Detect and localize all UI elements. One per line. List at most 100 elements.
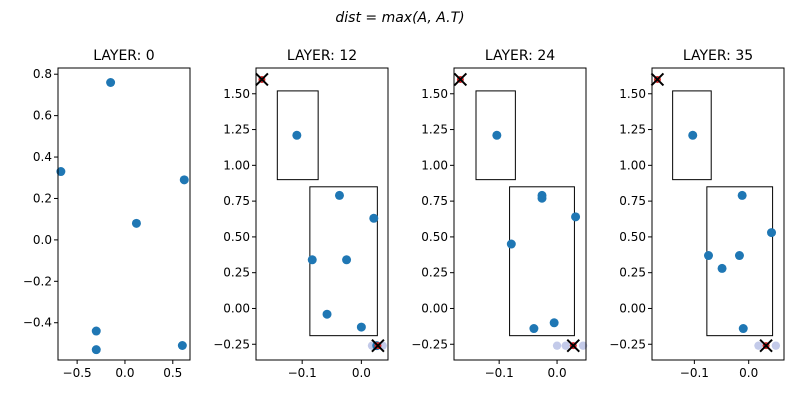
- subplot-title: LAYER: 35: [683, 48, 753, 64]
- data-point: [492, 130, 502, 140]
- data-point: [506, 239, 516, 249]
- subplot-1: LAYER: 0 −0.5 0.0 0.5 −0.4 −0.2 0.0 0.2 0.4 0.6 0.…: [23, 48, 191, 380]
- data-point: [737, 190, 747, 200]
- x-tick-label: 0.0: [548, 366, 567, 380]
- y-tick-label: 1.00: [619, 158, 646, 172]
- y-tick-label: 1.25: [619, 123, 646, 137]
- y-tick-label: 0.00: [619, 301, 646, 315]
- data-point: [356, 322, 366, 332]
- data-point: [571, 212, 581, 222]
- data-point: [549, 318, 559, 328]
- subplots: LAYER: 0 −0.5 0.0 0.5 −0.4 −0.2 0.0 0.2 0.4 0.6 0.…: [23, 48, 785, 380]
- axes-frame: [453, 67, 587, 361]
- y-tick-label: 0.4: [33, 150, 52, 164]
- x-marker-stroke: [371, 338, 385, 353]
- x-marker-stroke: [255, 72, 269, 87]
- data-point: [342, 255, 352, 265]
- cluster-box: [276, 90, 319, 181]
- faint-point: [578, 341, 588, 350]
- y-tick-label: 1.50: [421, 87, 448, 101]
- data-point: [717, 263, 727, 273]
- x-marker: [453, 72, 468, 87]
- data-point: [334, 190, 344, 200]
- subplot-title: LAYER: 12: [287, 48, 357, 64]
- y-tick-label: 0.8: [33, 67, 52, 81]
- x-tick-label: −0.1: [680, 366, 709, 380]
- y-tick-label: −0.25: [213, 337, 250, 351]
- faint-point: [552, 341, 562, 350]
- data-point: [738, 324, 748, 334]
- y-tick-label: 0.6: [33, 109, 52, 123]
- y-tick-label: 0.00: [223, 301, 250, 315]
- data-point: [56, 167, 66, 177]
- y-tick-label: 0.50: [223, 230, 250, 244]
- axes-frame: [651, 67, 785, 361]
- y-tick-label: 1.00: [421, 158, 448, 172]
- x-marker: [759, 338, 773, 353]
- subplot-title: LAYER: 0: [93, 48, 154, 64]
- cluster-box: [672, 90, 712, 181]
- data-point: [734, 251, 744, 261]
- data-point: [688, 130, 698, 140]
- x-marker-stroke: [650, 72, 665, 87]
- y-tick-label: 0.75: [421, 194, 448, 208]
- data-point: [767, 228, 777, 238]
- x-marker-stroke: [453, 72, 468, 87]
- y-tick-label: 0.00: [421, 301, 448, 315]
- y-tick-label: 0.50: [421, 230, 448, 244]
- x-marker-stroke: [566, 338, 580, 353]
- x-tick-label: −0.1: [288, 366, 317, 380]
- y-tick-label: −0.25: [609, 337, 646, 351]
- faint-point: [771, 341, 781, 350]
- x-marker: [566, 338, 580, 353]
- y-tick-label: 0.0: [33, 233, 52, 247]
- y-tick-label: 1.25: [421, 123, 448, 137]
- y-tick-label: 1.00: [223, 158, 250, 172]
- y-tick-label: −0.4: [23, 316, 52, 330]
- data-point: [179, 175, 189, 185]
- cluster-box: [706, 186, 774, 337]
- y-tick-label: 1.50: [619, 87, 646, 101]
- data-point: [106, 77, 116, 87]
- y-tick-label: 1.25: [223, 123, 250, 137]
- y-tick-label: −0.2: [23, 274, 52, 288]
- y-tick-label: 0.75: [223, 194, 250, 208]
- subplot-4: LAYER: 35 −0.1 0.0 −0.25 0.00 0.25 0.50 0.75 1.0…: [609, 48, 785, 380]
- data-point: [91, 345, 101, 355]
- data-point: [307, 255, 317, 265]
- faint-point: [561, 341, 570, 350]
- data-point: [91, 326, 101, 336]
- y-tick-label: 0.25: [619, 266, 646, 280]
- figure-suptitle: dist = max(A, A.T): [335, 10, 464, 26]
- data-point: [369, 213, 379, 223]
- data-point: [529, 324, 539, 334]
- x-tick-label: 0.5: [163, 366, 182, 380]
- x-tick-label: 0.0: [352, 366, 371, 380]
- data-point: [131, 218, 141, 228]
- data-point: [292, 130, 302, 140]
- subplot-3: LAYER: 24 −0.1 0.0 −0.25 0.00 0.25 0.50 0.75 1.0…: [411, 48, 588, 380]
- x-tick-label: 0.0: [739, 366, 758, 380]
- axes-frame: [255, 67, 389, 361]
- y-tick-label: 0.25: [421, 266, 448, 280]
- x-marker: [371, 338, 385, 353]
- y-tick-label: 1.50: [223, 87, 250, 101]
- axes-frame: [57, 67, 191, 361]
- data-point: [703, 251, 713, 261]
- y-tick-label: 0.25: [223, 266, 250, 280]
- x-tick-label: −0.5: [63, 366, 92, 380]
- data-point: [537, 193, 547, 203]
- data-point: [177, 341, 187, 351]
- y-tick-label: 0.75: [619, 194, 646, 208]
- subplot-2: LAYER: 12 −0.1 0.0 −0.25 0.00 0.25 0.50 0.75 1.0…: [213, 48, 389, 380]
- y-tick-label: −0.25: [411, 337, 448, 351]
- subplot-title: LAYER: 24: [485, 48, 555, 64]
- x-tick-label: −0.1: [485, 366, 514, 380]
- x-marker: [650, 72, 665, 87]
- y-tick-label: 0.2: [33, 191, 52, 205]
- faint-point: [754, 341, 763, 350]
- data-point: [322, 309, 332, 319]
- x-tick-label: 0.0: [115, 366, 134, 380]
- x-marker-stroke: [759, 338, 773, 353]
